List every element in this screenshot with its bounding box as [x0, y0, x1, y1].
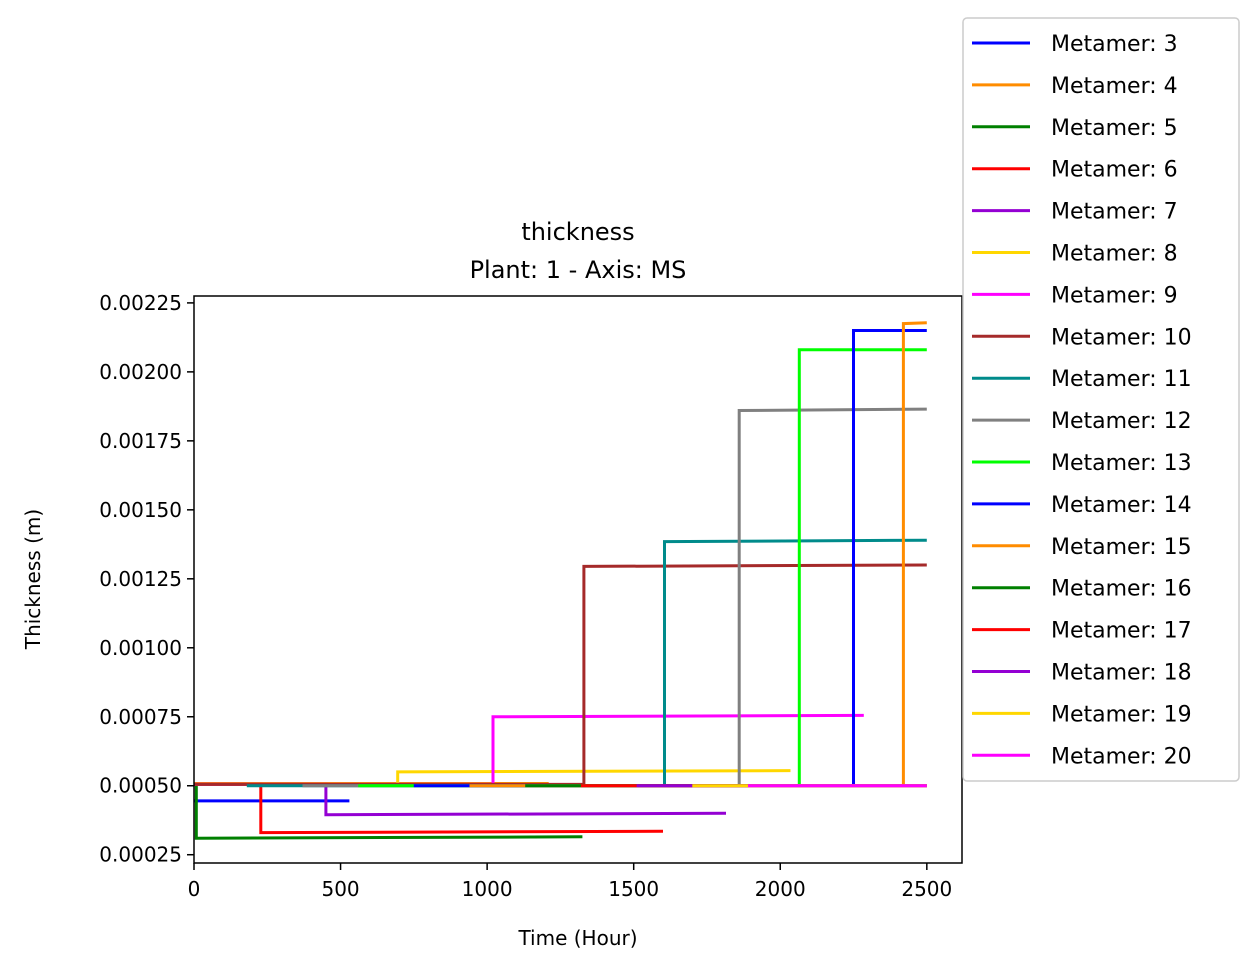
- legend-item: Metamer: 10: [972, 325, 1192, 350]
- series-line-11: [358, 348, 927, 788]
- x-tick-label: 0: [188, 877, 201, 901]
- legend-item: Metamer: 6: [972, 158, 1178, 183]
- legend-frame: [962, 17, 1240, 782]
- y-tick-label: 0.00125: [99, 567, 182, 591]
- x-tick-label: 500: [321, 877, 359, 901]
- y-tick-label: 0.00025: [99, 843, 182, 867]
- legend-label: Metamer: 3: [1051, 32, 1178, 57]
- x-tick-label: 2500: [901, 877, 952, 901]
- series-line-3: [194, 782, 583, 840]
- plot-area: [194, 321, 927, 840]
- legend-label: Metamer: 11: [1051, 367, 1192, 392]
- y-tick-label: 0.00100: [99, 636, 182, 660]
- legend-label: Metamer: 15: [1051, 535, 1192, 560]
- legend-label: Metamer: 9: [1051, 283, 1178, 308]
- x-tick-label: 1500: [608, 877, 659, 901]
- y-tick-label: 0.00225: [99, 291, 182, 315]
- legend-label: Metamer: 8: [1051, 242, 1178, 267]
- series-line-8: [194, 563, 927, 786]
- legend-label: Metamer: 19: [1051, 702, 1192, 727]
- legend-item: Metamer: 8: [972, 242, 1178, 267]
- legend-item: Metamer: 9: [972, 283, 1178, 308]
- legend-label: Metamer: 7: [1051, 200, 1178, 225]
- y-tick-label: 0.00075: [99, 705, 182, 729]
- legend-label: Metamer: 14: [1051, 493, 1192, 518]
- series-line-10: [302, 407, 927, 788]
- series-line-7: [194, 713, 864, 786]
- legend-label: Metamer: 20: [1051, 744, 1192, 769]
- legend-item: Metamer: 4: [972, 74, 1178, 99]
- legend-label: Metamer: 17: [1051, 619, 1192, 644]
- y-tick-label: 0.00175: [99, 429, 182, 453]
- legend-item: Metamer: 5: [972, 116, 1178, 141]
- legend-item: Metamer: 12: [972, 409, 1192, 434]
- x-axis-label: Time (Hour): [517, 926, 637, 950]
- legend-item: Metamer: 13: [972, 451, 1192, 476]
- legend-item: Metamer: 20: [972, 744, 1192, 769]
- legend-label: Metamer: 4: [1051, 74, 1178, 99]
- chart-subtitle: Plant: 1 - Axis: MS: [470, 256, 687, 284]
- x-axis: 0 500 1000 1500 2000 2500: [188, 863, 952, 901]
- legend-item: Metamer: 19: [972, 702, 1192, 727]
- x-tick-label: 2000: [755, 877, 806, 901]
- legend-label: Metamer: 10: [1051, 325, 1192, 350]
- legend-item: Metamer: 14: [972, 493, 1192, 518]
- legend: Metamer: 3 Metamer: 4 Metamer: 5 Metamer: 6…: [962, 17, 1240, 782]
- legend-label: Metamer: 16: [1051, 577, 1192, 602]
- legend-label: Metamer: 13: [1051, 451, 1192, 476]
- plot-frame: [193, 295, 963, 864]
- x-tick-label: 1000: [462, 877, 513, 901]
- y-axis-label: Thickness (m): [21, 509, 45, 650]
- y-tick-label: 0.00200: [99, 360, 182, 384]
- legend-label: Metamer: 5: [1051, 116, 1178, 141]
- legend-item: Metamer: 16: [972, 577, 1192, 602]
- legend-label: Metamer: 18: [1051, 661, 1192, 686]
- chart-title: thickness: [521, 218, 634, 246]
- legend-label: Metamer: 6: [1051, 158, 1178, 183]
- y-axis: 0.00025 0.00050 0.00075 0.00100 0.00125 0.001…: [99, 291, 194, 867]
- y-tick-label: 0.00150: [99, 498, 182, 522]
- legend-item: Metamer: 3: [972, 32, 1178, 57]
- y-tick-label: 0.00050: [99, 774, 182, 798]
- series-line-9: [246, 538, 927, 788]
- legend-label: Metamer: 12: [1051, 409, 1192, 434]
- legend-item: Metamer: 7: [972, 200, 1178, 225]
- series-line-4: [194, 782, 664, 835]
- legend-item: Metamer: 18: [972, 661, 1192, 686]
- legend-item: Metamer: 11: [972, 367, 1192, 392]
- legend-item: Metamer: 15: [972, 535, 1192, 560]
- legend-item: Metamer: 17: [972, 619, 1192, 644]
